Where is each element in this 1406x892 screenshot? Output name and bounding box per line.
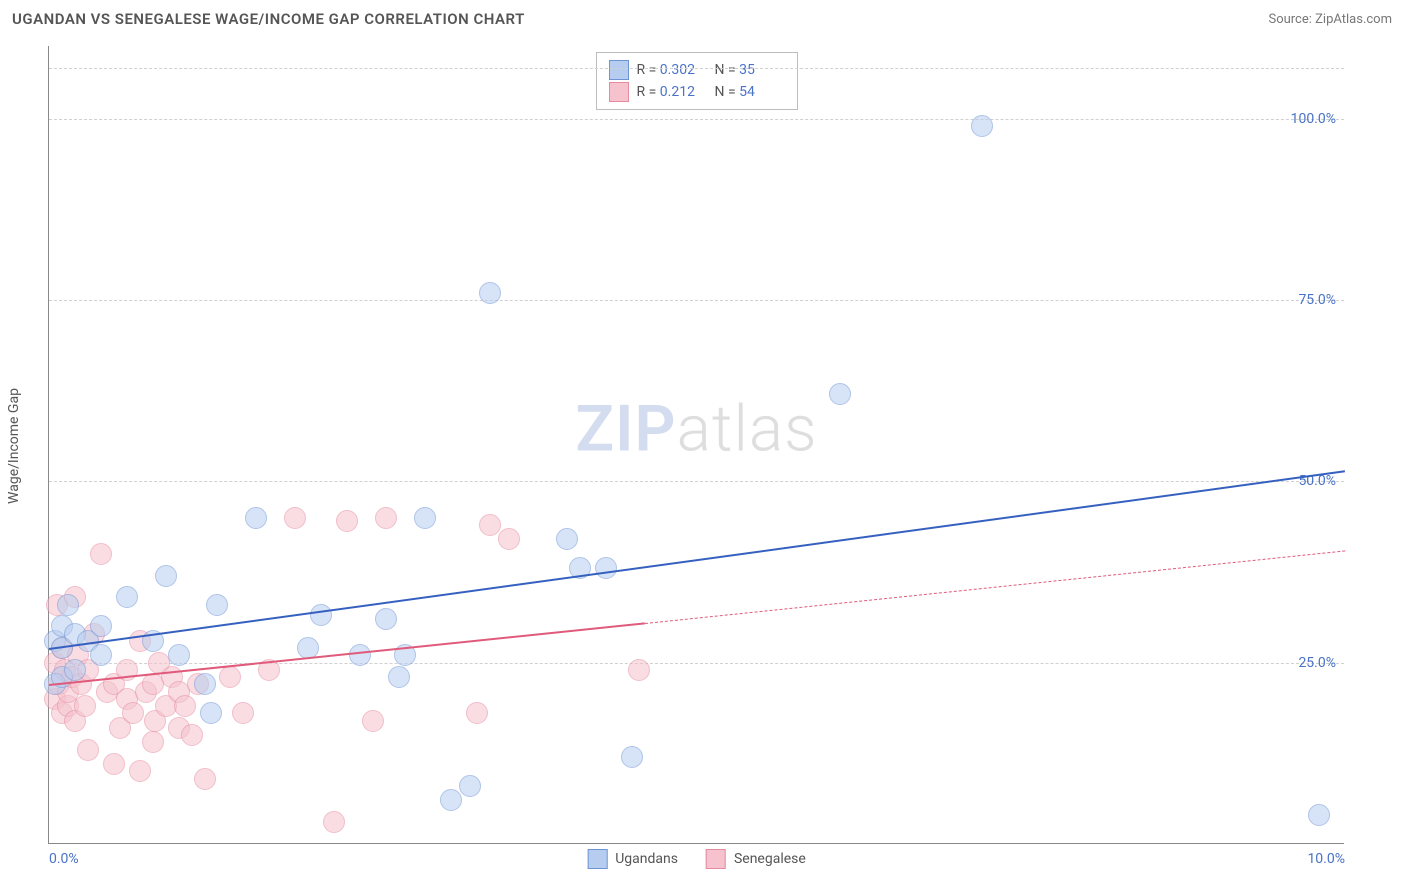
r-value-ugandans: 0.302: [660, 62, 695, 78]
gridline: [49, 68, 1344, 69]
y-tick-label: 75.0%: [1298, 292, 1336, 308]
data-point-senegalese: [323, 811, 345, 833]
data-point-ugandans: [64, 659, 86, 681]
data-point-ugandans: [375, 608, 397, 630]
n-value-ugandans: 35: [739, 62, 755, 78]
x-tick-label: 10.0%: [1307, 851, 1345, 867]
y-tick-label: 25.0%: [1298, 655, 1336, 671]
legend-item-ugandans: Ugandans: [587, 849, 678, 869]
trend-line: [645, 550, 1345, 624]
watermark-part2: atlas: [677, 391, 818, 466]
legend-row-ugandans: R = 0.302 N = 35: [609, 59, 785, 81]
watermark-part1: ZIP: [575, 391, 676, 466]
data-point-ugandans: [310, 604, 332, 626]
data-point-ugandans: [349, 644, 371, 666]
data-point-ugandans: [595, 557, 617, 579]
data-point-senegalese: [174, 695, 196, 717]
data-point-ugandans: [57, 594, 79, 616]
swatch-ugandans: [587, 849, 607, 869]
data-point-senegalese: [219, 666, 241, 688]
data-point-ugandans: [1308, 804, 1330, 826]
data-point-senegalese: [103, 753, 125, 775]
data-point-senegalese: [362, 710, 384, 732]
swatch-ugandans: [609, 60, 629, 80]
data-point-senegalese: [194, 768, 216, 790]
data-point-ugandans: [90, 644, 112, 666]
gridline: [49, 119, 1344, 120]
data-point-senegalese: [181, 724, 203, 746]
data-point-senegalese: [74, 695, 96, 717]
data-point-senegalese: [77, 739, 99, 761]
data-point-senegalese: [90, 543, 112, 565]
data-point-ugandans: [388, 666, 410, 688]
y-tick-label: 100.0%: [1291, 111, 1336, 127]
trend-line: [49, 470, 1345, 650]
data-point-ugandans: [829, 383, 851, 405]
r-value-senegalese: 0.212: [660, 84, 695, 100]
source-label: Source: ZipAtlas.com: [1268, 12, 1392, 27]
gridline: [49, 481, 1344, 482]
n-label: N = 54: [715, 84, 785, 100]
watermark: ZIPatlas: [575, 391, 817, 466]
data-point-senegalese: [375, 507, 397, 529]
scatter-plot: ZIPatlas R = 0.302 N = 35 R = 0.212 N = …: [48, 46, 1344, 844]
data-point-senegalese: [284, 507, 306, 529]
data-point-senegalese: [479, 514, 501, 536]
data-point-ugandans: [414, 507, 436, 529]
data-point-ugandans: [245, 507, 267, 529]
data-point-senegalese: [628, 659, 650, 681]
legend-stats: R = 0.302 N = 35 R = 0.212 N = 54: [596, 52, 798, 110]
x-tick-label: 0.0%: [49, 851, 79, 867]
legend-item-senegalese: Senegalese: [706, 849, 806, 869]
chart-title: UGANDAN VS SENEGALESE WAGE/INCOME GAP CO…: [12, 10, 525, 28]
data-point-ugandans: [116, 586, 138, 608]
data-point-ugandans: [155, 565, 177, 587]
data-point-senegalese: [466, 702, 488, 724]
legend-label-senegalese: Senegalese: [734, 851, 806, 867]
data-point-ugandans: [459, 775, 481, 797]
r-label: R = 0.302: [637, 62, 707, 78]
swatch-senegalese: [609, 82, 629, 102]
data-point-ugandans: [200, 702, 222, 724]
legend-row-senegalese: R = 0.212 N = 54: [609, 81, 785, 103]
data-point-ugandans: [971, 115, 993, 137]
data-point-ugandans: [479, 282, 501, 304]
data-point-ugandans: [90, 615, 112, 637]
data-point-senegalese: [129, 760, 151, 782]
swatch-senegalese: [706, 849, 726, 869]
data-point-senegalese: [232, 702, 254, 724]
data-point-ugandans: [194, 673, 216, 695]
data-point-ugandans: [621, 746, 643, 768]
data-point-senegalese: [498, 528, 520, 550]
legend-series: Ugandans Senegalese: [587, 849, 806, 869]
r-label: R = 0.212: [637, 84, 707, 100]
data-point-senegalese: [122, 702, 144, 724]
legend-label-ugandans: Ugandans: [615, 851, 678, 867]
data-point-senegalese: [142, 731, 164, 753]
y-axis-label: Wage/Income Gap: [6, 388, 22, 504]
data-point-ugandans: [556, 528, 578, 550]
n-label: N = 35: [715, 62, 785, 78]
n-value-senegalese: 54: [739, 84, 755, 100]
gridline: [49, 300, 1344, 301]
data-point-ugandans: [440, 789, 462, 811]
data-point-senegalese: [336, 510, 358, 532]
data-point-ugandans: [168, 644, 190, 666]
data-point-ugandans: [206, 594, 228, 616]
